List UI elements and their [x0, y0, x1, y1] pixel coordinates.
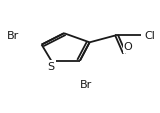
- Text: S: S: [48, 62, 55, 72]
- Text: O: O: [124, 42, 132, 52]
- Text: Br: Br: [80, 79, 92, 89]
- Text: Cl: Cl: [144, 31, 155, 41]
- Text: Br: Br: [7, 31, 19, 41]
